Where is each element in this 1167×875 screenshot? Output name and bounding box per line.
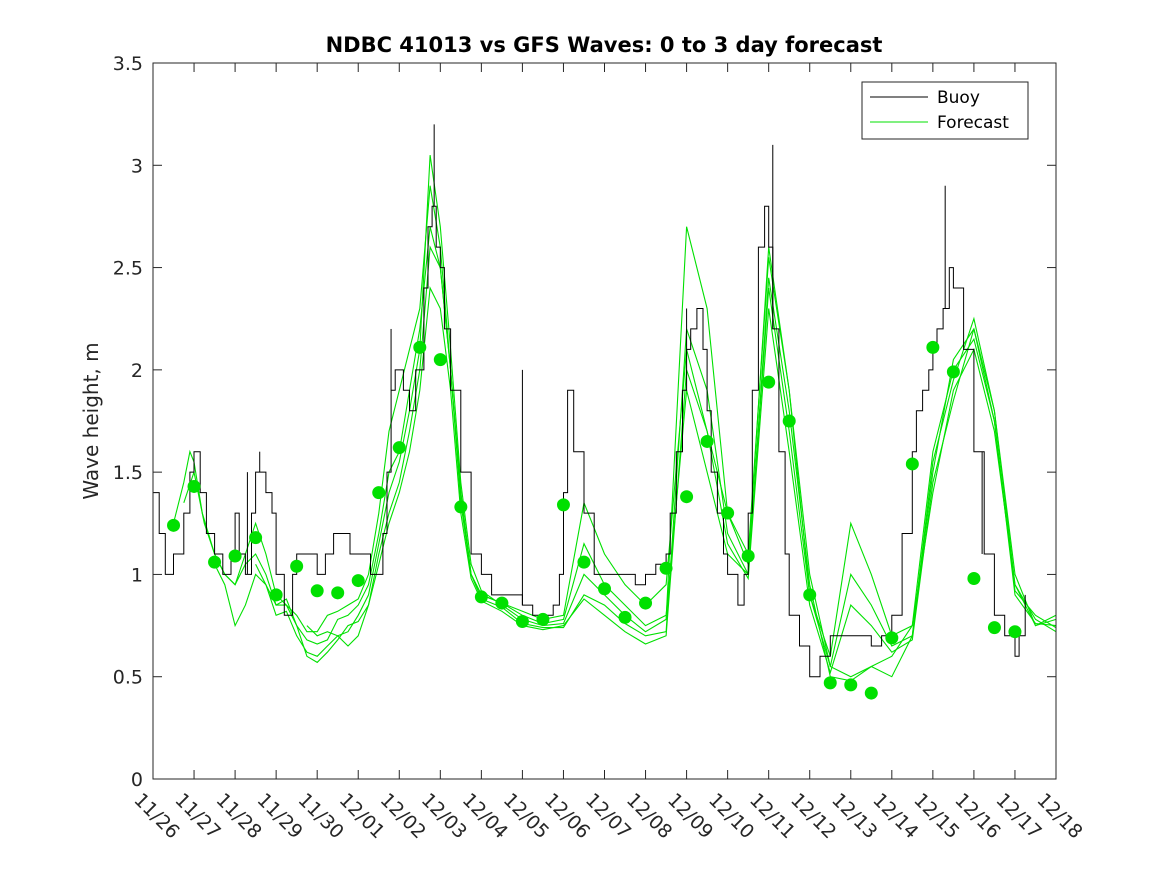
x-tick-label: 12/02 [376, 789, 430, 843]
forecast-marker [741, 549, 755, 563]
y-tick-label: 3 [131, 155, 143, 177]
forecast-line-5 [306, 286, 1057, 675]
forecast-marker [310, 584, 324, 598]
y-tick-label: 2 [131, 360, 143, 382]
forecast-line-2 [183, 226, 1057, 682]
y-tick-label: 2.5 [113, 258, 143, 280]
x-tick-label: 12/07 [581, 789, 635, 843]
forecast-marker [351, 574, 365, 588]
forecast-markers [167, 340, 1022, 700]
x-tick-label: 11/30 [294, 789, 348, 843]
y-axis-ticks: 0 0.5 1 1.5 2 2.5 3 3.5 [113, 53, 1056, 791]
forecast-marker [167, 518, 181, 532]
x-tick-label: 12/10 [704, 789, 758, 843]
x-tick-label: 11/26 [129, 789, 183, 843]
forecast-marker [269, 588, 283, 602]
forecast-marker [618, 610, 632, 624]
legend: Buoy Forecast [861, 81, 1029, 140]
forecast-line-1 [172, 185, 1057, 678]
forecast-marker [598, 582, 611, 596]
forecast-marker [208, 555, 222, 569]
forecast-marker [454, 500, 468, 514]
x-tick-label: 12/11 [745, 789, 799, 843]
forecast-marker [946, 365, 960, 379]
x-tick-label: 12/14 [868, 789, 922, 843]
x-tick-label: 12/05 [499, 789, 553, 843]
forecast-marker [987, 621, 1001, 635]
x-tick-label: 11/27 [171, 789, 225, 843]
legend-forecast-label: Forecast [937, 113, 1009, 133]
forecast-marker [1008, 625, 1022, 639]
x-tick-label: 12/04 [458, 789, 512, 843]
y-tick-label: 0 [131, 769, 143, 791]
x-tick-label: 12/15 [909, 789, 963, 843]
forecast-marker [515, 614, 529, 628]
forecast-marker [967, 572, 981, 586]
legend-buoy-label: Buoy [937, 88, 980, 108]
forecast-marker [782, 414, 796, 428]
forecast-marker [331, 586, 345, 600]
x-tick-label: 12/06 [540, 789, 594, 843]
x-tick-label: 11/28 [212, 789, 266, 843]
buoy-line [153, 205, 1026, 678]
forecast-marker [700, 434, 714, 448]
forecast-marker [495, 596, 509, 610]
forecast-marker [290, 559, 304, 573]
forecast-marker [762, 375, 776, 389]
forecast-marker [721, 506, 735, 520]
forecast-marker [864, 686, 878, 700]
forecast-marker [556, 498, 570, 512]
forecast-marker [639, 596, 653, 610]
y-tick-label: 1.5 [113, 462, 143, 484]
plot-area [153, 63, 1056, 779]
x-tick-label: 11/29 [253, 789, 307, 843]
x-tick-label: 12/09 [663, 789, 717, 843]
forecast-marker [433, 353, 447, 367]
x-tick-label: 12/17 [991, 789, 1045, 843]
chart-title: NDBC 41013 vs GFS Waves: 0 to 3 day fore… [326, 33, 883, 57]
y-tick-label: 0.5 [113, 667, 143, 689]
x-tick-label: 12/12 [786, 789, 840, 843]
forecast-marker [249, 531, 263, 545]
x-tick-label: 12/18 [1032, 789, 1086, 843]
forecast-marker [372, 486, 386, 500]
forecast-marker [228, 549, 242, 563]
legend-box [861, 81, 1029, 140]
forecast-marker [392, 441, 406, 455]
forecast-marker [536, 612, 550, 626]
forecast-marker [577, 555, 591, 569]
x-tick-label: 12/16 [950, 789, 1004, 843]
forecast-marker [885, 631, 899, 645]
x-tick-label: 12/08 [622, 789, 676, 843]
x-tick-label: 12/01 [335, 789, 389, 843]
y-tick-label: 1 [131, 564, 143, 586]
forecast-marker [413, 340, 427, 354]
forecast-marker [803, 588, 817, 602]
forecast-marker [905, 457, 919, 471]
forecast-marker [926, 340, 940, 354]
buoy-line-group [153, 124, 1026, 678]
y-axis-label: Wave height, m [79, 342, 103, 499]
forecast-marker [474, 590, 488, 604]
x-tick-label: 12/03 [417, 789, 471, 843]
forecast-line-4 [255, 245, 1057, 667]
x-tick-label: 12/13 [827, 789, 881, 843]
y-tick-label: 3.5 [113, 53, 143, 75]
forecast-marker [823, 676, 837, 690]
forecast-marker [680, 490, 694, 504]
forecast-marker [187, 479, 201, 493]
forecast-marker [844, 678, 858, 692]
forecast-marker [659, 561, 673, 575]
